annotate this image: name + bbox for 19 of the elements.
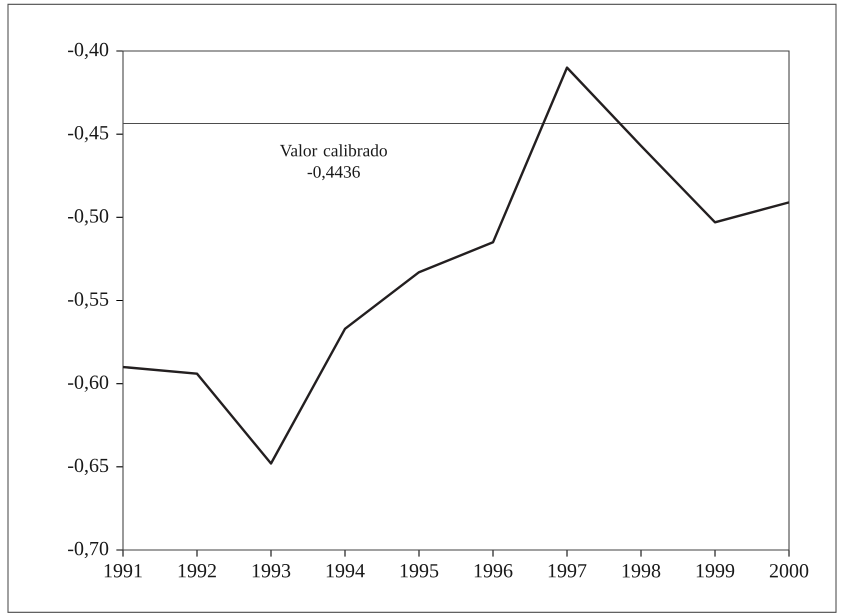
x-tick-label: 1998	[622, 564, 660, 578]
x-tick-label: 1996	[474, 564, 512, 578]
line-series	[122, 66, 790, 465]
x-tick-label: 1999	[696, 564, 734, 578]
ref-line-label: Valor calibrado -0,4436	[280, 144, 387, 180]
y-tick-label: -0,60	[68, 375, 108, 392]
y-tick-label: -0,55	[68, 292, 108, 309]
x-tick-label: 2000	[770, 564, 808, 578]
x-tick-label: 1993	[252, 564, 290, 578]
x-tick-label: 1995	[400, 564, 438, 578]
y-tick-label: -0,70	[68, 542, 108, 558]
y-tick-label: -0,50	[68, 209, 108, 226]
x-tick-label: 1991	[104, 564, 142, 578]
x-tick-label: 1992	[178, 564, 216, 578]
y-tick-label: -0,65	[68, 458, 108, 476]
y-tick-label: -0,40	[68, 42, 108, 60]
x-tick-label: 1997	[548, 564, 586, 578]
x-tick-label: 1994	[326, 564, 365, 578]
y-tick-label: -0,45	[68, 126, 108, 142]
